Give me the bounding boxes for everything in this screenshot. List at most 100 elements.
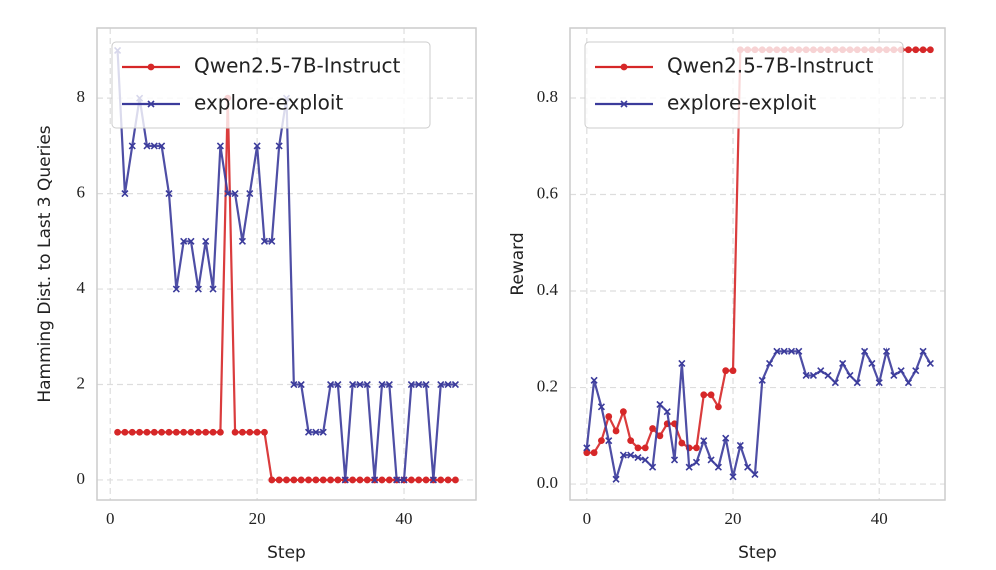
point bbox=[437, 380, 445, 389]
point bbox=[802, 371, 810, 380]
point bbox=[260, 237, 269, 245]
point bbox=[736, 441, 744, 450]
point bbox=[612, 475, 620, 483]
point bbox=[378, 380, 386, 389]
legend-marker bbox=[620, 100, 628, 108]
point bbox=[422, 476, 430, 484]
point bbox=[180, 428, 188, 436]
point bbox=[158, 428, 166, 436]
point bbox=[253, 428, 261, 436]
point bbox=[165, 428, 173, 436]
x-axis-label: Step bbox=[267, 543, 306, 563]
point bbox=[765, 359, 774, 367]
point bbox=[751, 470, 759, 478]
point bbox=[597, 403, 605, 411]
point bbox=[216, 142, 224, 150]
x-tick-label: 0 bbox=[106, 509, 115, 528]
point bbox=[678, 439, 686, 447]
y-tick-label: 0.6 bbox=[537, 183, 558, 202]
point bbox=[656, 432, 664, 440]
point bbox=[890, 371, 898, 380]
point bbox=[150, 142, 158, 150]
point bbox=[627, 451, 635, 459]
point bbox=[839, 359, 847, 367]
point bbox=[187, 237, 195, 245]
point bbox=[114, 428, 121, 436]
point bbox=[319, 476, 327, 484]
x-axis-label: Step bbox=[738, 543, 777, 563]
legend-label: explore-exploit bbox=[667, 91, 816, 115]
point bbox=[128, 142, 136, 150]
point bbox=[253, 142, 261, 150]
point bbox=[700, 437, 708, 445]
point bbox=[385, 380, 393, 389]
point bbox=[231, 428, 239, 436]
point bbox=[202, 237, 210, 245]
point bbox=[422, 380, 430, 389]
point bbox=[143, 142, 151, 150]
point bbox=[831, 379, 839, 387]
point bbox=[817, 367, 825, 375]
point bbox=[656, 400, 664, 409]
point bbox=[444, 380, 452, 389]
point bbox=[327, 380, 335, 389]
point bbox=[787, 347, 796, 355]
point bbox=[268, 476, 276, 484]
plot-frame bbox=[569, 27, 946, 501]
point bbox=[919, 347, 927, 355]
point bbox=[897, 367, 905, 375]
point bbox=[275, 476, 283, 484]
point bbox=[172, 285, 180, 293]
point bbox=[809, 371, 817, 380]
plot-frame bbox=[96, 27, 477, 501]
point bbox=[150, 428, 158, 436]
point bbox=[919, 46, 927, 54]
point bbox=[714, 403, 722, 411]
point bbox=[172, 428, 180, 436]
point bbox=[627, 437, 635, 445]
point bbox=[451, 380, 459, 389]
legend-marker bbox=[620, 63, 628, 71]
y-tick-label: 2 bbox=[77, 373, 86, 392]
point bbox=[641, 444, 649, 452]
point bbox=[678, 359, 686, 367]
point bbox=[187, 428, 195, 436]
x-tick-label: 40 bbox=[396, 509, 413, 528]
legend-label: Qwen2.5-7B-Instruct bbox=[667, 54, 873, 78]
legend-box bbox=[111, 41, 431, 129]
legend-marker bbox=[147, 100, 155, 108]
point bbox=[912, 367, 920, 375]
point bbox=[846, 371, 854, 380]
point bbox=[415, 380, 423, 389]
y-tick-label: 4 bbox=[77, 278, 86, 297]
point bbox=[861, 347, 869, 355]
y-tick-label: 8 bbox=[77, 87, 86, 106]
point bbox=[853, 379, 861, 387]
point bbox=[649, 425, 657, 432]
point bbox=[619, 408, 627, 416]
point bbox=[371, 476, 379, 484]
point bbox=[407, 380, 415, 389]
x-tick-label: 20 bbox=[725, 509, 742, 528]
point bbox=[824, 371, 832, 380]
point bbox=[685, 463, 693, 471]
point bbox=[400, 476, 408, 484]
point bbox=[341, 476, 349, 484]
point bbox=[429, 476, 437, 484]
point bbox=[773, 347, 781, 355]
point bbox=[663, 408, 671, 416]
point bbox=[268, 237, 276, 245]
point bbox=[290, 476, 298, 484]
point bbox=[143, 428, 151, 436]
y-tick-label: 0 bbox=[77, 469, 86, 488]
y-tick-label: 0.0 bbox=[537, 473, 558, 492]
point bbox=[758, 376, 766, 384]
y-tick-label: 0.4 bbox=[537, 280, 559, 299]
point bbox=[795, 347, 803, 355]
point bbox=[121, 428, 129, 436]
y-axis-label: Hamming Dist. to Last 3 Queries bbox=[35, 125, 55, 402]
point bbox=[707, 456, 715, 464]
point bbox=[363, 380, 371, 389]
point bbox=[583, 444, 591, 452]
